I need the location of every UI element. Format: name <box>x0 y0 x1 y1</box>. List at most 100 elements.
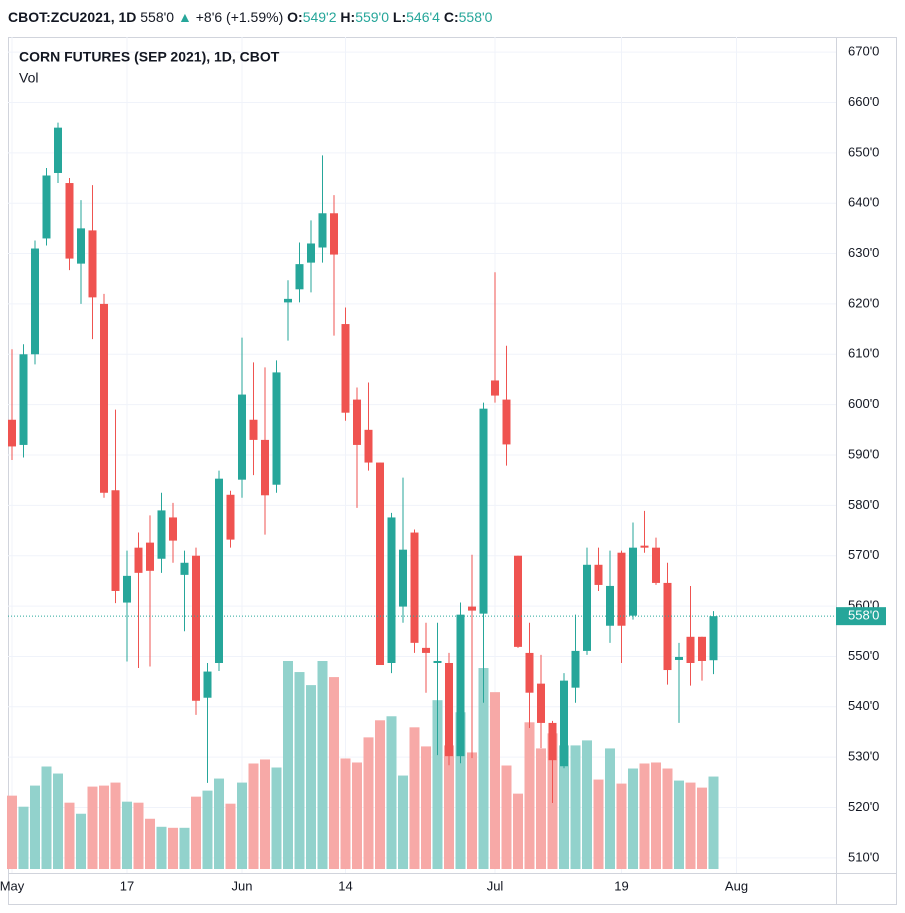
volume-bar <box>524 722 535 869</box>
volume-bar <box>582 740 592 869</box>
candle-body <box>594 564 603 585</box>
volume-bar <box>386 716 397 869</box>
candle-body <box>77 228 85 264</box>
volume-bar <box>317 661 328 869</box>
symbol: CBOT:ZCU2021, 1D <box>8 9 137 25</box>
x-tick-label: 17 <box>120 878 134 893</box>
volume-bar <box>214 778 224 869</box>
volume-bar <box>179 827 190 869</box>
volume-bar <box>7 795 17 869</box>
volume-bar <box>570 745 581 869</box>
volume-bar <box>547 733 558 869</box>
candle-body <box>617 552 626 626</box>
x-tick-label: 19 <box>614 878 628 893</box>
header: CBOT:ZCU2021, 1D 558'0 ▲ +8'6 (+1.59%) O… <box>8 9 492 25</box>
volume-bar <box>191 796 201 869</box>
volume-bar <box>501 765 512 869</box>
candle-body <box>364 429 373 463</box>
candle-body <box>675 656 683 660</box>
candle-body <box>295 264 304 290</box>
volume-bar <box>398 775 408 869</box>
volume-bar <box>559 745 569 869</box>
last: 558'0 <box>140 9 175 25</box>
y-tick-label: 580'0 <box>848 497 879 512</box>
candle-body <box>709 616 718 661</box>
y-tick-label: 620'0 <box>848 295 879 310</box>
y-tick-label: 630'0 <box>848 245 879 260</box>
volume-bar <box>490 692 500 869</box>
volume-bar <box>363 737 374 869</box>
volume-bar <box>76 813 86 869</box>
candle-body <box>8 419 16 447</box>
x-tick-label: Jun <box>232 878 253 893</box>
candle-body <box>134 547 143 573</box>
volume-bar <box>455 712 466 869</box>
candle-body <box>215 478 223 663</box>
close: 558'0 <box>458 9 493 25</box>
volume-bar <box>225 803 236 869</box>
volume-bar <box>478 668 489 869</box>
candle-body <box>192 555 200 701</box>
candle-body <box>640 545 649 548</box>
volume-bar <box>616 783 627 869</box>
candle-body <box>560 680 568 767</box>
volume-bar <box>513 793 523 869</box>
volume-bar <box>708 776 719 869</box>
candle-body <box>330 213 338 255</box>
volume-bar <box>409 727 420 869</box>
low: 546'4 <box>406 9 440 25</box>
candle-body <box>203 671 212 698</box>
volume-bar <box>329 677 339 869</box>
volume-bar <box>30 785 40 869</box>
candle-body <box>226 494 235 540</box>
volume-bar <box>133 802 144 869</box>
volume-bar <box>110 782 121 869</box>
y-tick-label: 670'0 <box>848 44 879 59</box>
y-tick-label: 650'0 <box>848 144 879 159</box>
y-tick-label: 570'0 <box>848 547 879 562</box>
frame <box>8 37 897 905</box>
volume-bar <box>662 768 673 869</box>
candle-body <box>698 636 706 661</box>
volume-bar <box>237 782 247 869</box>
candle-body <box>111 490 120 591</box>
volume-bar <box>375 720 385 869</box>
y-tick-label: 550'0 <box>848 648 879 663</box>
y-tick-label: 530'0 <box>848 749 879 764</box>
candle-body <box>629 547 637 616</box>
y-tick-label: 610'0 <box>848 346 879 361</box>
candle-body <box>399 549 407 607</box>
candle-body <box>571 650 580 688</box>
candle-body <box>307 243 315 263</box>
candle-body <box>583 564 591 651</box>
last-price-label: 558'0 <box>848 608 879 623</box>
chart-title: CORN FUTURES (SEP 2021), 1D, CBOT <box>19 49 280 65</box>
volume-bar <box>283 661 293 869</box>
l-label: L: <box>392 9 407 25</box>
candle-body <box>686 636 695 663</box>
volume-bar <box>685 782 696 869</box>
volume-bar <box>605 748 615 869</box>
volume-bar <box>340 758 351 869</box>
candle-body <box>180 562 189 575</box>
candle-body <box>272 372 281 485</box>
volume-bar <box>260 759 270 869</box>
candle-body <box>514 555 522 647</box>
y-tick-label: 560'0 <box>848 598 879 613</box>
volume-bar <box>444 745 454 869</box>
volume-bar <box>432 700 443 869</box>
volume-bar <box>306 685 316 869</box>
candle-body <box>54 127 62 173</box>
candle-body <box>169 517 177 541</box>
volume-bar <box>248 763 259 869</box>
candle-body <box>42 175 51 239</box>
candle-body <box>422 647 430 653</box>
volume-bar <box>628 768 638 869</box>
volume-bar <box>294 672 305 869</box>
volume-bar <box>41 766 52 869</box>
x-tick-label: May <box>0 878 25 893</box>
c-label: C: <box>443 9 459 25</box>
candle-body <box>238 394 246 480</box>
candle-body <box>445 662 453 757</box>
